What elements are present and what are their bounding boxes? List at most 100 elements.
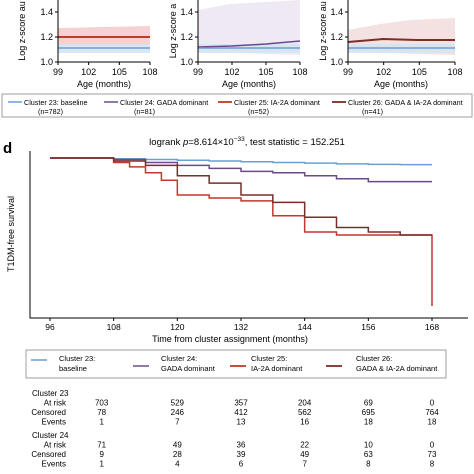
- x-tick-label: 102: [376, 67, 391, 77]
- risk-cell: 28: [173, 450, 182, 459]
- risk-cell: 0: [430, 441, 435, 450]
- risk-cell: 703: [95, 399, 109, 408]
- x-tick-label: 108: [142, 67, 157, 77]
- risk-cell: 529: [171, 399, 185, 408]
- risk-row-label: Events: [42, 460, 66, 469]
- series-line: [347, 37, 455, 43]
- risk-row-label: At risk: [44, 441, 67, 450]
- x-tick-label: 99: [343, 67, 353, 77]
- legend-sub: (n=81): [134, 107, 155, 116]
- risk-cell: 562: [298, 408, 312, 417]
- panel-d: d logrank p=8.614×10−33, test statistic …: [3, 136, 468, 344]
- x-tick-label: 105: [112, 67, 127, 77]
- legend-sub: (n=782): [38, 107, 63, 116]
- risk-cell: 36: [237, 441, 246, 450]
- x-tick-label: 108: [292, 67, 307, 77]
- risk-row-label: At risk: [44, 399, 67, 408]
- risk-cell: 22: [300, 441, 309, 450]
- risk-cell: 18: [428, 418, 437, 427]
- risk-group-name: Cluster 24: [32, 431, 69, 440]
- legend-item: Cluster 25:: [251, 354, 287, 363]
- legend-item-sub: GADA & IA-2A dominant: [356, 364, 438, 373]
- risk-cell: 8: [366, 460, 371, 469]
- top-panel-left: 1.0 1.2 1.4 99 102 105 108 Log z-score au Age…: [17, 0, 158, 89]
- risk-cell: 0: [430, 399, 435, 408]
- x-axis-label: Age (months): [222, 79, 276, 89]
- y-tick-label: 1.2: [40, 32, 53, 42]
- x-tick-label: 102: [224, 67, 239, 77]
- y-axis-label: Log z-score a: [168, 4, 178, 59]
- y-tick-label: 1.0: [180, 57, 193, 67]
- risk-cell: 49: [300, 450, 309, 459]
- legend-sub: (n=41): [362, 107, 383, 116]
- risk-cell: 764: [425, 408, 439, 417]
- x-tick-label: 99: [193, 67, 203, 77]
- risk-cell: 63: [364, 450, 373, 459]
- risk-cell: 357: [234, 399, 248, 408]
- y-tick-label: 1.0: [40, 57, 53, 67]
- top-legend: Cluster 23: baseline (n=782) Cluster 24:…: [1, 93, 473, 118]
- risk-cell: 73: [428, 450, 437, 459]
- legend-item-sub: baseline: [59, 364, 87, 373]
- risk-cell: 71: [97, 441, 106, 450]
- x-tick-label: 156: [361, 322, 375, 332]
- risk-cell: 8: [430, 460, 435, 469]
- risk-cell: 695: [362, 408, 376, 417]
- x-tick-label: 168: [425, 322, 439, 332]
- legend-item: Cluster 23: baseline: [24, 98, 88, 107]
- ci-band-mid: [198, 0, 300, 55]
- series-line: [197, 40, 301, 48]
- y-axis-label: T1DM-free survival: [6, 196, 16, 272]
- x-axis-label: Age (months): [374, 79, 428, 89]
- y-tick-label: 1.4: [330, 7, 343, 17]
- x-tick-label: 105: [258, 67, 273, 77]
- chart-title: logrank p=8.614×10−33, test statistic = …: [149, 136, 345, 148]
- legend-item-sub: GADA dominant: [161, 364, 216, 373]
- legend-item: Cluster 24: GADA dominant: [120, 98, 208, 107]
- legend-item: Cluster 26: GADA & IA-2A dominant: [348, 98, 463, 107]
- risk-row-label: Censored: [31, 408, 66, 417]
- x-tick-label: 108: [107, 322, 121, 332]
- risk-cell: 1: [99, 460, 104, 469]
- y-tick-label: 1.2: [330, 32, 343, 42]
- x-tick-label: 105: [412, 67, 427, 77]
- legend-item: Cluster 24:: [161, 354, 197, 363]
- risk-cell: 246: [171, 408, 185, 417]
- risk-cell: 78: [97, 408, 106, 417]
- survival-curve: [50, 157, 432, 236]
- legend-item: Cluster 26:: [356, 354, 392, 363]
- x-tick-label: 99: [53, 67, 63, 77]
- risk-group-name: Cluster 23: [32, 389, 69, 398]
- survival-curve: [50, 157, 433, 306]
- d-legend: Cluster 23: baseline Cluster 24: GADA do…: [25, 349, 447, 379]
- x-tick-label: 108: [447, 67, 462, 77]
- risk-cell: 7: [302, 460, 307, 469]
- y-tick-label: 1.0: [330, 57, 343, 67]
- risk-cell: 4: [175, 460, 180, 469]
- y-tick-label: 1.4: [40, 7, 53, 17]
- risk-cell: 49: [173, 441, 182, 450]
- risk-cell: 9: [99, 450, 104, 459]
- y-tick-label: 1.4: [180, 7, 193, 17]
- panel-letter: d: [3, 140, 12, 157]
- survival-curve: [50, 157, 432, 166]
- legend-item: Cluster 23:: [59, 354, 95, 363]
- risk-cell: 412: [234, 408, 248, 417]
- risk-cell: 1: [99, 418, 104, 427]
- x-tick-label: 144: [298, 322, 312, 332]
- risk-row-label: Censored: [31, 450, 66, 459]
- y-tick-label: 1.2: [180, 32, 193, 42]
- x-tick-label: 120: [170, 322, 184, 332]
- risk-cell: 204: [298, 399, 312, 408]
- risk-cell: 6: [239, 460, 244, 469]
- risk-row-label: Events: [42, 418, 66, 427]
- risk-cell: 13: [237, 418, 246, 427]
- top-panel-middle: 1.0 1.2 1.4 99 102 105 108 Log z-score a Age …: [168, 0, 308, 89]
- risk-cell: 39: [237, 450, 246, 459]
- risk-cell: 10: [364, 441, 373, 450]
- risk-cell: 7: [175, 418, 180, 427]
- legend-sub: (n=52): [248, 107, 269, 116]
- risk-cell: 69: [364, 399, 373, 408]
